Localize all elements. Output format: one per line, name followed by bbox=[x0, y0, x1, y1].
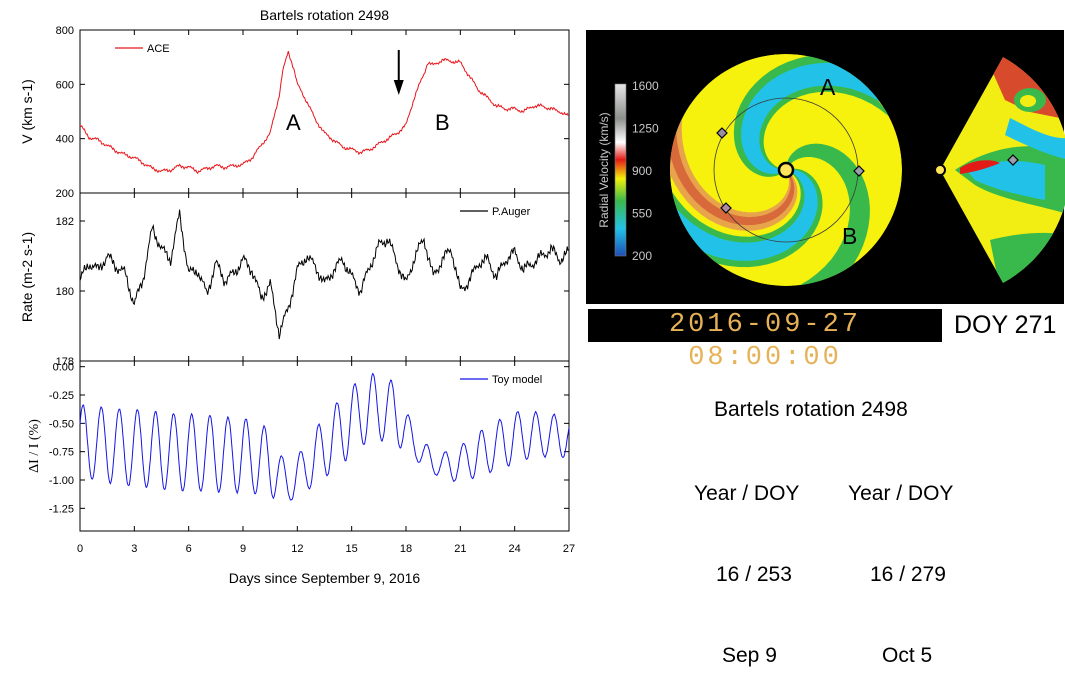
plot-frame bbox=[79, 192, 570, 362]
y-tick-label: 178 bbox=[56, 356, 74, 368]
end-doy: 16 / 279 bbox=[870, 563, 946, 586]
end-date: Oct 5 bbox=[882, 644, 933, 667]
bartels-start-column: Year / DOY 16 / 253 Sep 9 bbox=[694, 426, 799, 696]
planet-marker bbox=[720, 202, 732, 214]
colorbar-tick-label: 1600 bbox=[632, 79, 659, 93]
y-tick-label: 0.00 bbox=[53, 362, 74, 374]
y-tick-label: 200 bbox=[56, 188, 74, 200]
solar-wind-stream bbox=[741, 62, 902, 174]
planet-marker bbox=[716, 127, 728, 139]
region-b-label: B bbox=[842, 223, 857, 249]
x-tick-label: 18 bbox=[400, 543, 412, 555]
x-tick-label: 9 bbox=[240, 543, 246, 555]
y-axis-label: Rate (m-2 s-1) bbox=[19, 232, 35, 322]
figure: 200 400 600 800 ACE V (km s-1) Bartels rotatio… bbox=[19, 7, 1065, 586]
annotation-a: A bbox=[286, 110, 301, 135]
time-series-charts: 200 400 600 800 ACE V (km s-1) Bartels rotatio… bbox=[19, 7, 575, 586]
y-tick-label: 600 bbox=[56, 79, 74, 91]
chart-title: Bartels rotation 2498 bbox=[260, 7, 389, 23]
y-tick-label: 182 bbox=[56, 216, 74, 228]
y-tick-label: -0.75 bbox=[49, 447, 74, 459]
doy-label: DOY 271 bbox=[954, 311, 1057, 339]
region-a-label: A bbox=[820, 74, 836, 100]
y-axis-label: ΔI / I (%) bbox=[27, 419, 42, 473]
colorbar-tick-labels: 1600 1250 900 550 200 bbox=[632, 79, 659, 263]
y-tick-label: -0.50 bbox=[49, 418, 74, 430]
series-line bbox=[79, 372, 570, 501]
x-tick-label: 0 bbox=[77, 543, 83, 555]
sun-marker bbox=[777, 161, 795, 179]
y-tick-label: -0.25 bbox=[49, 390, 74, 402]
bartels-end-column: Year / DOY 16 / 279 Oct 5 bbox=[848, 426, 953, 696]
y-axis-label: V (km s-1) bbox=[19, 79, 35, 144]
series-line bbox=[79, 50, 569, 175]
start-doy: 16 / 253 bbox=[716, 563, 792, 586]
earth-marker-meridional bbox=[1007, 154, 1019, 166]
arrow-head bbox=[393, 80, 404, 95]
y-tick-label: 400 bbox=[56, 134, 74, 146]
x-tick-label: 21 bbox=[454, 543, 466, 555]
timestamp-display: 2016-09-27 08:00:00 bbox=[588, 309, 942, 373]
chart-panel-3: -1.25 -1.00 -0.75 -0.50 -0.25 0.00 Toy model ΔI… bbox=[27, 360, 575, 586]
legend-label: Toy model bbox=[492, 374, 542, 386]
colorbar-tick-label: 1250 bbox=[632, 122, 659, 136]
x-tick-label: 12 bbox=[291, 543, 303, 555]
colorbar-label: Radial Velocity (km/s) bbox=[597, 112, 611, 227]
end-header: Year / DOY bbox=[848, 482, 954, 505]
colorbar-tick-label: 200 bbox=[632, 249, 652, 263]
legend-label: ACE bbox=[147, 43, 170, 55]
enlil-simulation-panel: Radial Velocity (km/s) 1600 1250 900 550 200… bbox=[586, 30, 1065, 304]
sun-marker-meridional bbox=[934, 164, 946, 176]
chart-panel-1: 200 400 600 800 ACE V (km s-1) Bartels rotatio… bbox=[19, 7, 570, 200]
y-tick-label: 800 bbox=[56, 25, 74, 37]
x-tick-label: 27 bbox=[563, 543, 575, 555]
y-tick-label: 180 bbox=[56, 286, 74, 298]
plot-frame bbox=[79, 360, 570, 532]
earth-marker bbox=[853, 165, 865, 177]
start-date: Sep 9 bbox=[722, 644, 777, 667]
y-tick-label: -1.25 bbox=[49, 503, 74, 515]
x-axis-label: Days since September 9, 2016 bbox=[229, 570, 421, 586]
solar-wind-stream bbox=[670, 169, 818, 261]
colorbar-tick-label: 900 bbox=[632, 164, 652, 178]
x-tick-label: 3 bbox=[131, 543, 137, 555]
x-tick-label: 24 bbox=[509, 543, 521, 555]
x-tick-label: 15 bbox=[346, 543, 358, 555]
x-tick-label: 6 bbox=[186, 543, 192, 555]
annotation-b: B bbox=[435, 110, 450, 135]
start-header: Year / DOY bbox=[694, 482, 800, 505]
solar-wind-stream bbox=[670, 98, 795, 226]
chart-panel-2: 178 180 182 P.Auger Rate (m-2 s-1) bbox=[19, 192, 570, 368]
bartels-info-title: Bartels rotation 2498 bbox=[714, 398, 908, 421]
series-line bbox=[79, 209, 569, 340]
solar-wind-stream bbox=[767, 143, 870, 286]
legend-label: P.Auger bbox=[492, 206, 531, 218]
colorbar-tick-label: 550 bbox=[632, 207, 652, 221]
y-tick-label: -1.00 bbox=[49, 475, 74, 487]
colorbar bbox=[614, 83, 627, 257]
